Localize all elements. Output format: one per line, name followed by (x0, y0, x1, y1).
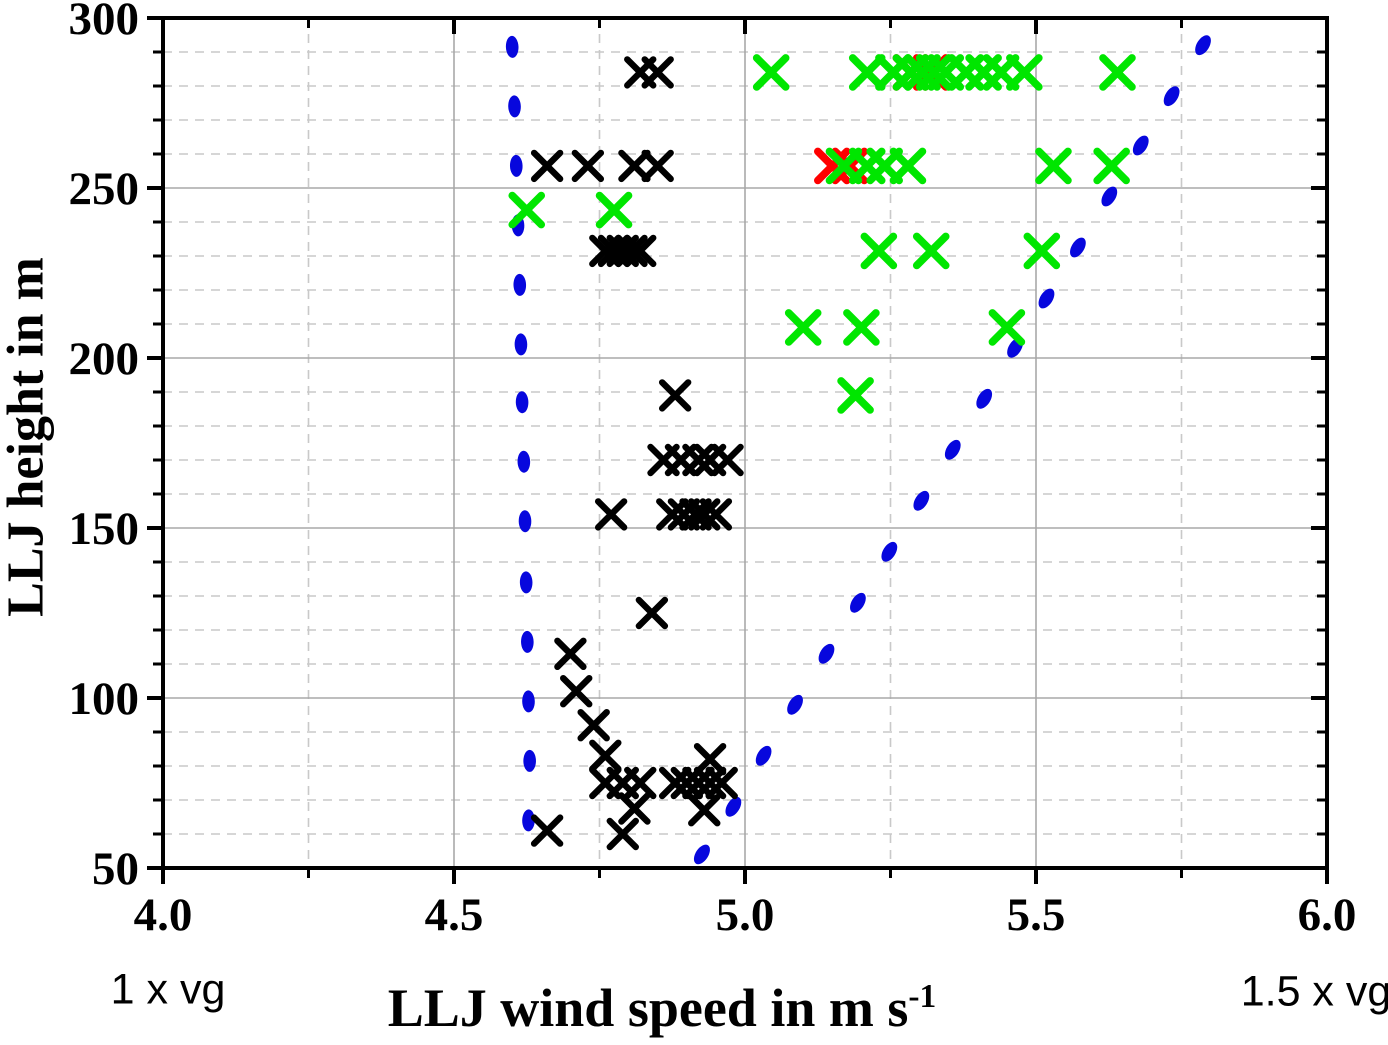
x-axis-title-superscript: -1 (908, 978, 937, 1015)
y-tick-label: 150 (69, 503, 140, 555)
annotation-1x-vg: 1 x vg (110, 965, 226, 1014)
y-tick-label: 200 (69, 333, 140, 385)
x-axis-title: LLJ wind speed in m s-1 (388, 977, 937, 1039)
x-tick-label: 4.0 (134, 889, 193, 941)
axis-ticks (147, 16, 1329, 884)
series-black-crosses (530, 56, 744, 851)
y-axis-title: LLJ height in m (0, 257, 55, 617)
tick-labels: 4.0 4.5 5.0 5.5 6.0 50 100 150 200 250 300 (69, 0, 1357, 941)
x-tick-label: 5.5 (1007, 889, 1066, 941)
series-blue-dotted-left-profile (505, 35, 536, 832)
annotation-1point5x-vg: 1.5 x vg (1240, 967, 1388, 1016)
x-tick-label: 5.0 (716, 889, 775, 941)
series-green-crosses (508, 54, 1136, 414)
y-tick-label: 300 (69, 0, 140, 45)
grid-major (163, 18, 1327, 868)
x-tick-label: 6.0 (1298, 889, 1357, 941)
series-blue-dotted-right-profile (693, 35, 1211, 865)
x-axis-title-text: LLJ wind speed in m s (387, 978, 909, 1038)
y-tick-label: 250 (69, 163, 140, 215)
x-tick-label: 4.5 (425, 889, 484, 941)
y-tick-label: 50 (92, 843, 139, 895)
y-tick-label: 100 (69, 673, 140, 725)
